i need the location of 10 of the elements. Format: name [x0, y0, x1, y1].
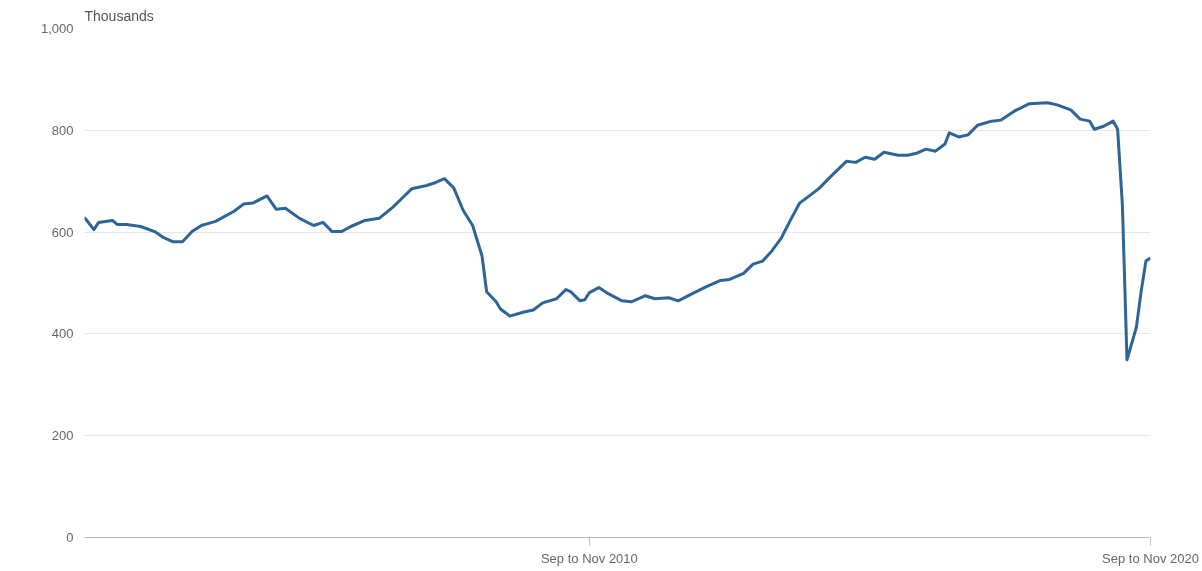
y-tick-label: 800	[51, 122, 74, 138]
y-tick-label: 1,000	[40, 21, 74, 36]
x-tick-label: Sep to Nov 2010	[540, 550, 638, 566]
y-tick-label: 0	[66, 530, 74, 545]
y-axis-title: Thousands	[84, 7, 154, 24]
y-tick-label: 200	[51, 428, 74, 444]
y-tick-label: 600	[51, 224, 74, 240]
x-tick-label: Sep to Nov 2020	[1102, 550, 1199, 566]
y-tick-label: 400	[51, 326, 74, 342]
line-series	[84, 101, 1151, 362]
